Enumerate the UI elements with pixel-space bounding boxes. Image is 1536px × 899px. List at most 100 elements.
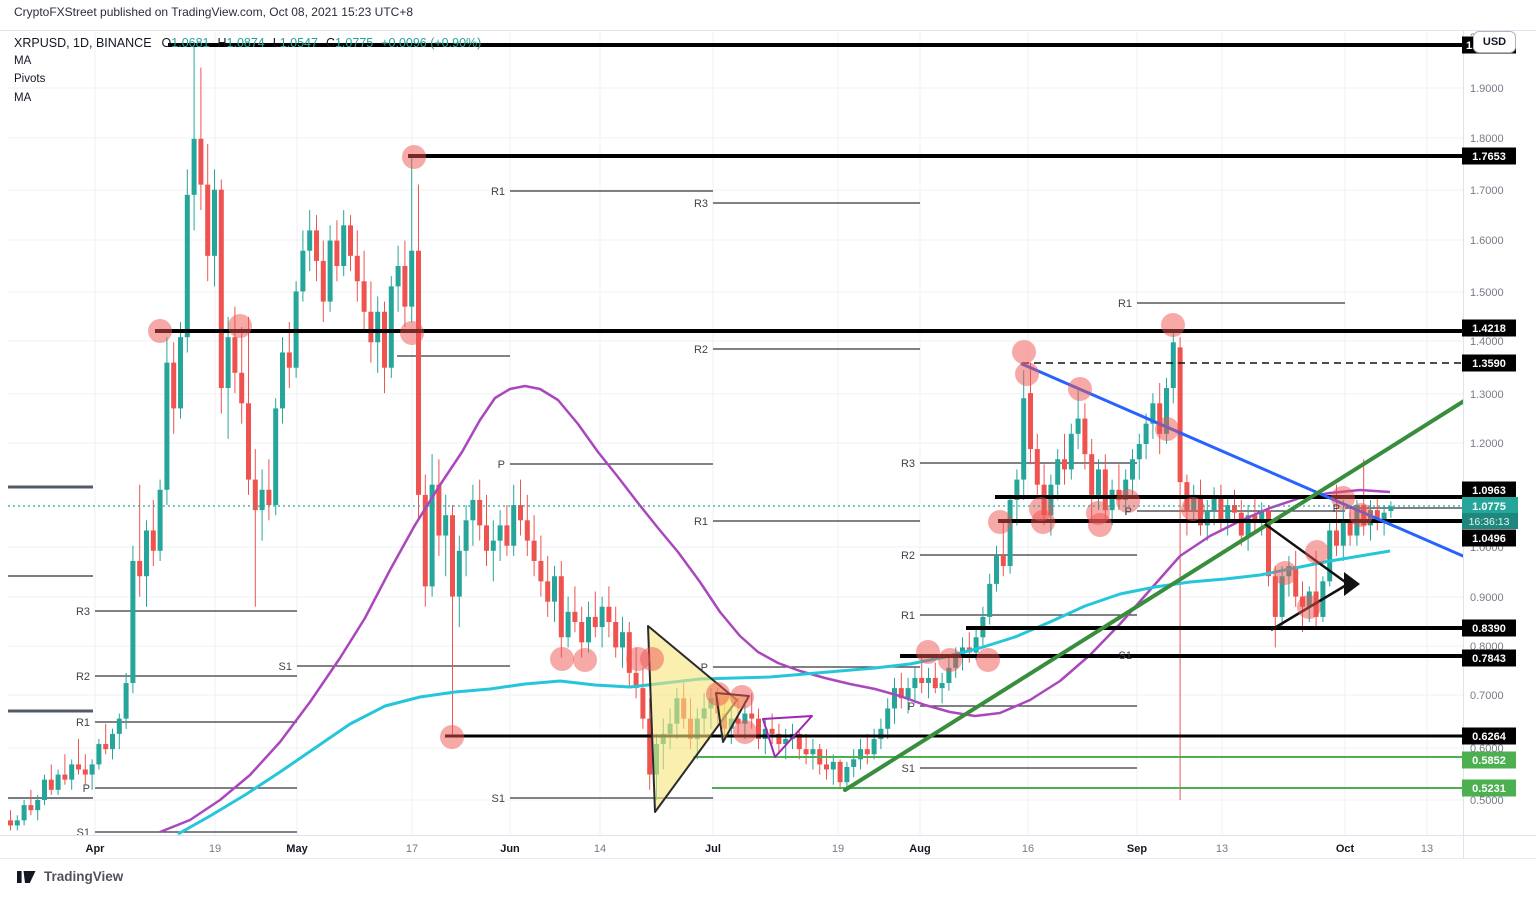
candle-body [1014, 479, 1020, 500]
candle-body [946, 667, 952, 684]
candle-body [103, 744, 109, 750]
ohlc-open: O1.0681 [161, 36, 210, 50]
candle-body [565, 611, 571, 638]
candle-body [1143, 423, 1149, 444]
candle-body [735, 718, 741, 724]
svg-text:R3: R3 [694, 198, 708, 210]
svg-text:1.8000: 1.8000 [1470, 133, 1504, 145]
candle-body [552, 576, 557, 602]
svg-text:R2: R2 [694, 344, 708, 356]
candle-body [1062, 459, 1067, 470]
svg-text:May: May [286, 843, 308, 855]
ma-fast-line [177, 549, 1391, 835]
price-level-badge [1462, 779, 1516, 797]
candle-body [286, 352, 292, 368]
trendline-blue-resistance[interactable] [1020, 362, 1463, 558]
candle-body [837, 761, 843, 783]
candle-body [1347, 520, 1353, 536]
plot-content [8, 43, 1464, 835]
candle-body [1007, 499, 1013, 567]
candle-body [375, 311, 381, 343]
svg-text:13: 13 [1216, 843, 1228, 855]
candle-body [1075, 418, 1081, 434]
svg-text:P: P [498, 459, 505, 471]
svg-text:1.4218: 1.4218 [1472, 323, 1506, 335]
candle-body [892, 688, 897, 709]
price-level-badge [1462, 481, 1516, 499]
candle-body [409, 250, 415, 307]
candle-body [334, 240, 340, 266]
pennant-drawing-2[interactable] [762, 715, 813, 758]
pivot-lines [8, 190, 1463, 833]
svg-text:1.9000: 1.9000 [1470, 83, 1504, 95]
candle-body [463, 520, 469, 551]
svg-text:1.: 1. [1466, 40, 1475, 52]
indicator-row-ma-1[interactable]: MA [14, 54, 32, 67]
candle-body [246, 403, 251, 480]
candle-body [477, 499, 483, 526]
candle-body [429, 484, 435, 587]
candle-body [42, 779, 47, 800]
ohlc-low: L1.0547 [272, 36, 318, 50]
candle-body [28, 805, 34, 811]
candle-body [395, 266, 401, 287]
candle-body [416, 250, 421, 495]
candle-body [1157, 403, 1163, 434]
price-level-badge [1462, 354, 1516, 372]
ma-slow-line [159, 384, 1391, 834]
indicator-row-pivots[interactable]: Pivots [14, 73, 46, 85]
candle-body [647, 718, 653, 775]
candle-body [858, 749, 863, 760]
svg-text:R2: R2 [901, 550, 915, 562]
price-level-badge [1462, 147, 1516, 165]
candle-body [973, 637, 979, 653]
svg-text:1.7653: 1.7653 [1472, 151, 1506, 163]
svg-text:Sep: Sep [1127, 843, 1147, 855]
candle-body [1272, 576, 1278, 617]
price-level-badge [1462, 727, 1516, 745]
symbol-legend-row[interactable]: XRPUSD, 1D, BINANCE O1.0681 H1.0874 L1.0… [14, 36, 481, 50]
candle-body [150, 530, 156, 551]
candle-body [830, 761, 836, 770]
svg-text:S1: S1 [77, 827, 90, 839]
candle-body [1204, 510, 1210, 526]
arrowhead-icon [1344, 572, 1360, 596]
candle-body [422, 494, 428, 587]
candle-body [1334, 530, 1339, 546]
candle-body [1034, 449, 1040, 485]
candle-body [1388, 506, 1394, 512]
candle-body [531, 540, 537, 561]
candle-body [1136, 444, 1142, 460]
svg-text:1.4000: 1.4000 [1470, 336, 1504, 348]
candle-body [1218, 497, 1224, 521]
candle-body [191, 138, 197, 195]
candle-body [511, 505, 517, 546]
candle-body [116, 718, 122, 734]
candle-body [776, 733, 782, 745]
candle-body [796, 733, 802, 750]
candle-body [1028, 393, 1033, 450]
candle-body [1340, 520, 1346, 546]
pennant-drawing-0[interactable] [647, 625, 738, 813]
candle-body [851, 759, 857, 767]
price-axis[interactable]: 21.90001.80001.70001.60001.50001.40001.3… [1462, 32, 1518, 807]
svg-text:1.0775: 1.0775 [1472, 501, 1506, 513]
tradingview-footer-link[interactable]: TradingView [16, 866, 123, 887]
candle-body [613, 622, 619, 648]
currency-toggle-button[interactable]: USD [1473, 31, 1516, 53]
indicator-row-ma-2[interactable]: MA [14, 91, 32, 104]
horizontal-levels[interactable] [155, 43, 1463, 789]
svg-text:1.7000: 1.7000 [1470, 185, 1504, 197]
candle-body [898, 688, 904, 699]
trendline-green-support[interactable] [843, 399, 1464, 792]
highlight-circles [148, 145, 1373, 749]
price-level-badge [1462, 619, 1516, 637]
candle-body [803, 749, 809, 755]
candle-body [327, 240, 333, 302]
candle-body [912, 677, 918, 689]
time-axis[interactable]: Apr 19 May 17 Jun 14 Jul 19 Aug 16 Sep 13 Oct 13 [86, 843, 1434, 855]
candle-body [504, 525, 510, 546]
